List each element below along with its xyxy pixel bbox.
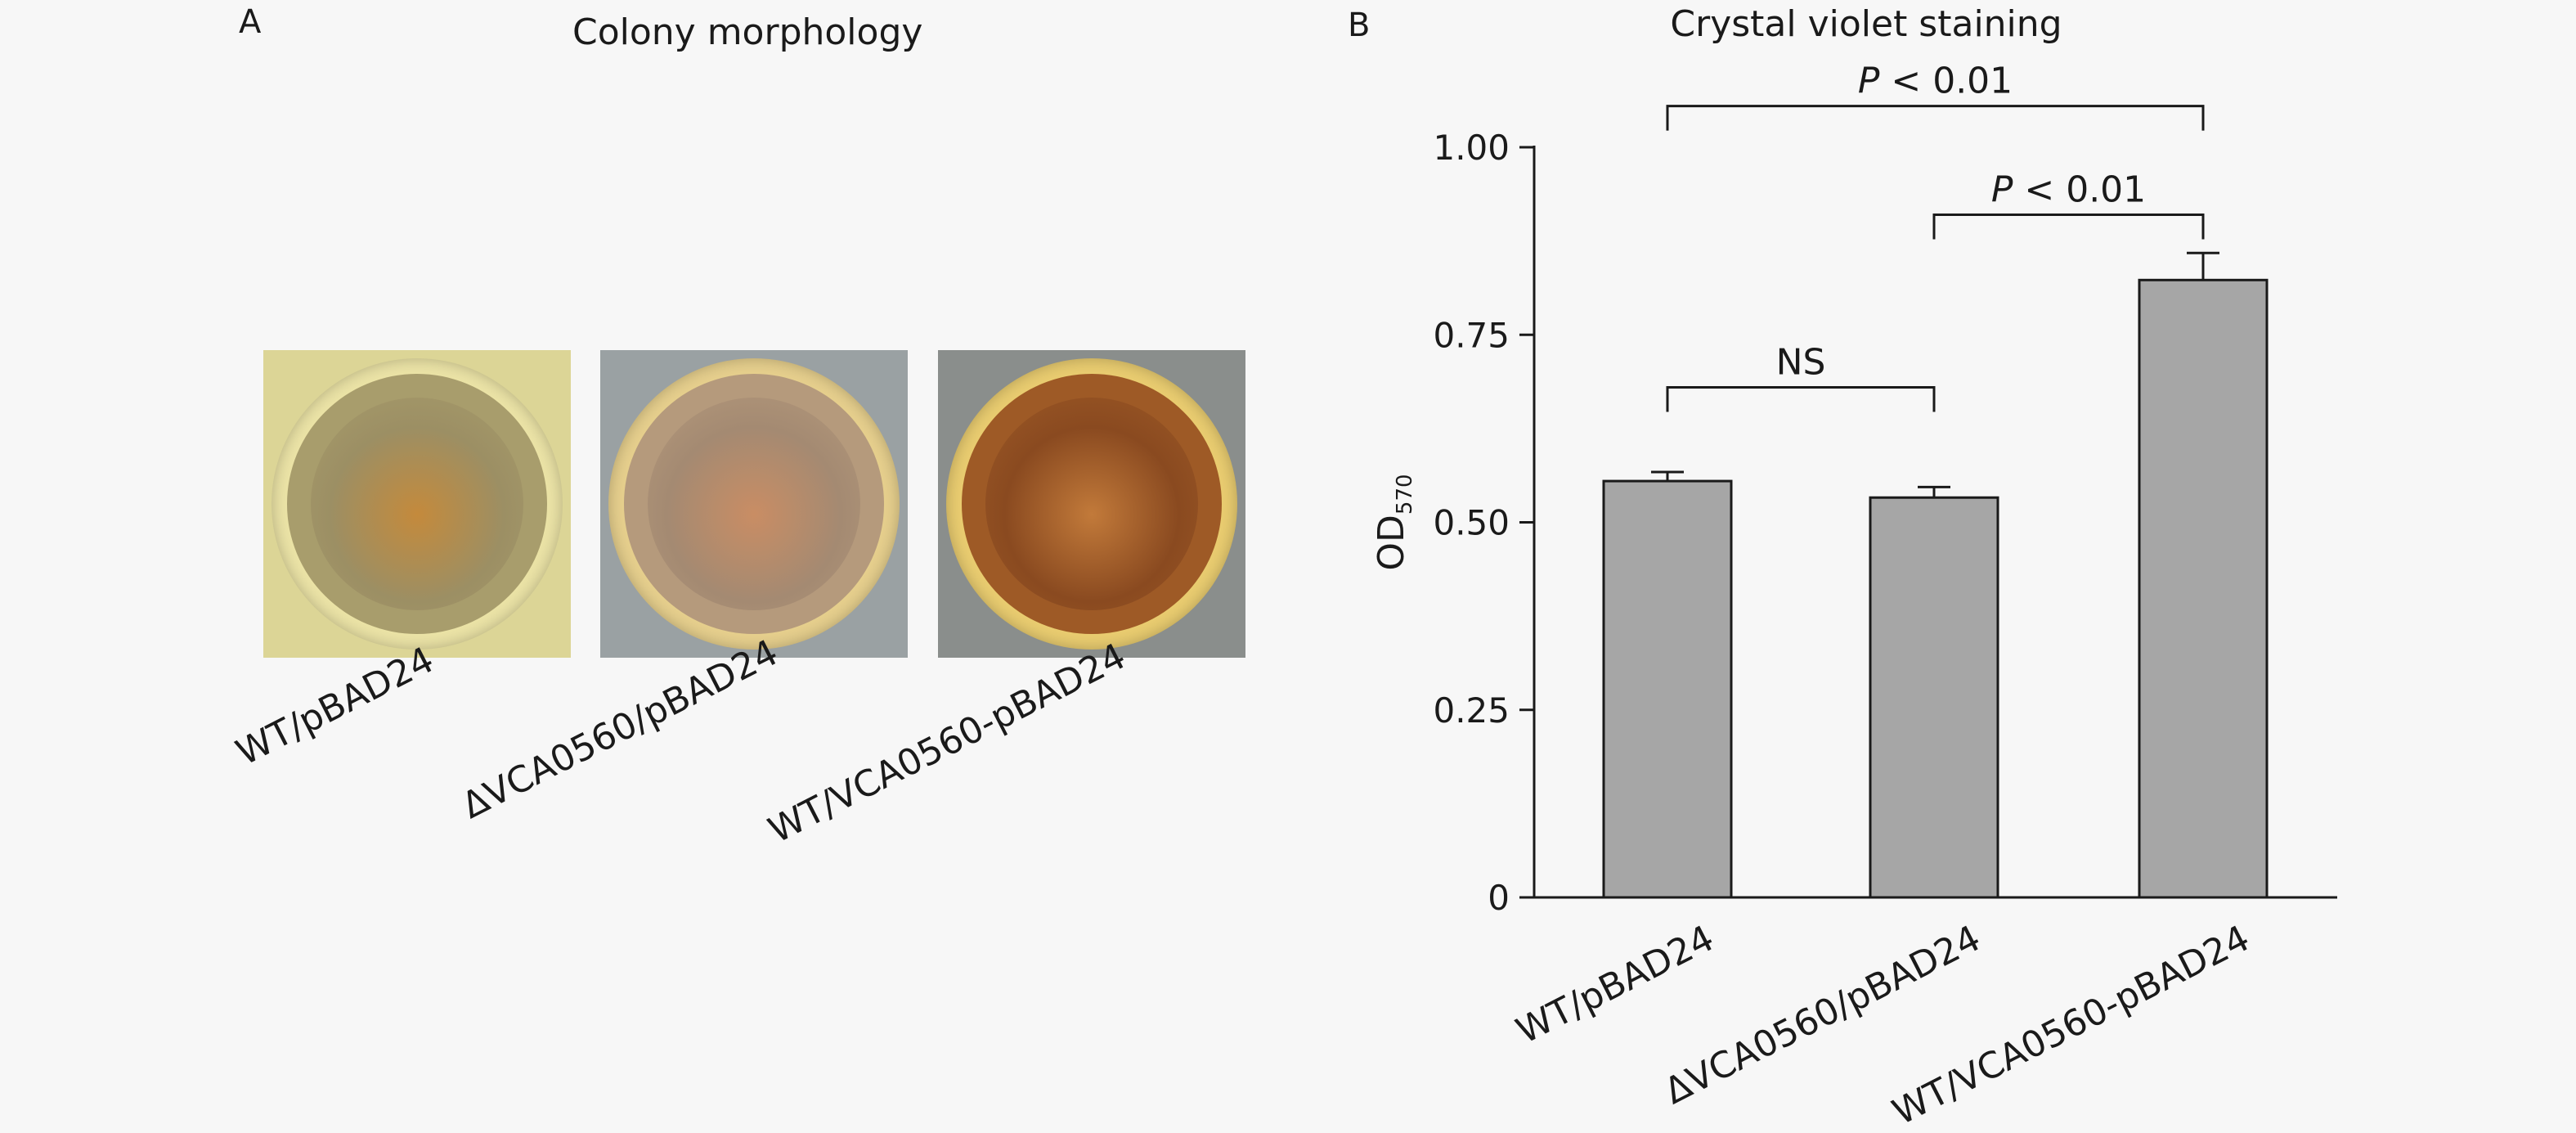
significance-bracket <box>1932 214 2205 240</box>
p-value-text: < 0.01 <box>1879 61 2013 102</box>
chart-title: Crystal violet staining <box>1670 3 2062 45</box>
p-symbol: P <box>1858 61 1880 102</box>
panel-a-letter: A <box>239 3 262 41</box>
significance-label: P < 0.01 <box>1991 169 2146 211</box>
y-tick-label: 1.00 <box>1433 128 1510 168</box>
panel-b-letter: B <box>1348 7 1370 44</box>
colony-photo <box>263 350 571 658</box>
y-tick-label: 0.25 <box>1433 690 1510 731</box>
significance-bracket <box>1666 105 2205 131</box>
p-value-text: < 0.01 <box>2013 169 2146 211</box>
significance-label: P < 0.01 <box>1858 61 2013 102</box>
y-axis-label-subscript: 570 <box>1393 474 1417 515</box>
p-symbol: P <box>1991 169 2013 211</box>
colony-ring <box>985 398 1198 610</box>
colony-ring <box>311 398 523 610</box>
bar <box>1869 496 1999 899</box>
colony-ring <box>648 398 860 610</box>
panel-a-title: Colony morphology <box>572 11 923 53</box>
y-tick-label: 0.50 <box>1433 503 1510 543</box>
significance-bracket <box>1666 385 1936 412</box>
y-tick-label: 0.75 <box>1433 315 1510 355</box>
y-axis-label: OD570 <box>1371 474 1417 570</box>
significance-label: NS <box>1776 341 1826 383</box>
y-axis-label-main: OD <box>1371 515 1412 571</box>
bar <box>2138 278 2269 899</box>
y-tick-label: 0 <box>1488 878 1510 918</box>
colony-photo <box>938 350 1245 658</box>
x-tick-label: WT/pBAD24 <box>1510 917 1721 1052</box>
colony-photo <box>600 350 908 658</box>
p-value-text: NS <box>1776 341 1826 383</box>
bar <box>1602 479 1733 899</box>
